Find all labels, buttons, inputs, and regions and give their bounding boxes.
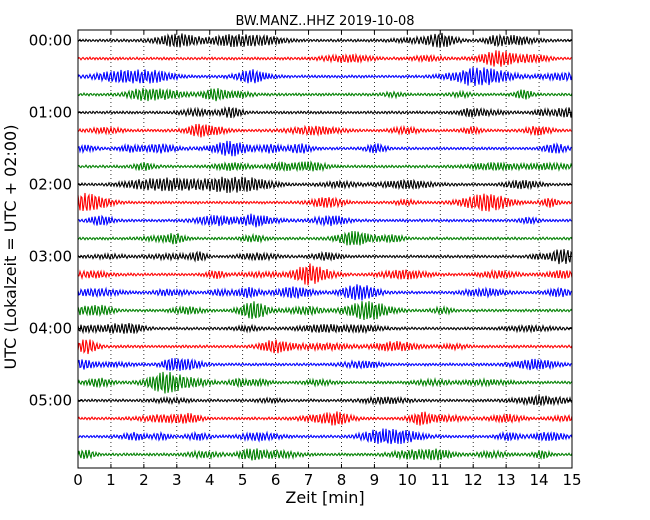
x-tick-label: 11 [431,471,450,489]
x-tick-label: 12 [464,471,483,489]
trace-0230 [77,213,573,228]
trace-0430 [77,357,573,371]
trace-0100 [77,106,573,119]
plot-frame [77,29,573,469]
x-tick-label: 13 [497,471,516,489]
x-axis-label: Zeit [min] [285,488,364,507]
trace-0500 [77,394,573,407]
x-tick-label: 0 [73,471,83,489]
y-tick-label: 04:00 [29,320,72,338]
x-tick-label: 1 [106,471,116,489]
x-tick-label: 9 [370,471,380,489]
y-tick-label: 02:00 [29,176,72,194]
trace-0300 [77,249,573,265]
x-tick-label: 3 [172,471,182,489]
x-tick-label: 7 [304,471,314,489]
x-tick-label: 14 [530,471,549,489]
y-tick-label: 00:00 [29,32,72,50]
trace-0000 [77,32,573,48]
y-axis-ticks: 00:00 01:00 02:00 03:00 04:00 05:00 [29,32,572,410]
trace-0130 [77,140,573,157]
x-tick-label: 5 [238,471,248,489]
trace-0530 [77,428,573,445]
trace-0015 [77,50,573,67]
x-tick-label: 4 [205,471,215,489]
y-tick-label: 05:00 [29,392,72,410]
trace-0115 [77,123,573,138]
trace-0445 [77,371,573,394]
trace-0400 [77,323,573,335]
trace-0515 [77,411,573,426]
trace-0330 [77,284,573,301]
trace-0545 [77,448,573,461]
trace-0145 [77,160,573,173]
chart-title: BW.MANZ..HHZ 2019-10-08 [235,14,414,29]
x-tick-label: 6 [271,471,281,489]
x-tick-label: 8 [337,471,347,489]
trace-0315 [77,263,573,286]
x-axis-ticks: 0 1 2 3 4 5 6 7 8 9 10 11 12 13 14 15 [73,30,582,489]
trace-0415 [77,339,573,355]
trace-0215 [77,192,573,212]
x-tick-label: 15 [562,471,581,489]
y-tick-label: 03:00 [29,248,72,266]
x-tick-label: 2 [139,471,149,489]
trace-0045 [77,88,573,102]
trace-0245 [77,230,573,246]
traces [77,32,573,461]
trace-0345 [77,301,573,321]
x-tick-label: 10 [398,471,417,489]
trace-0030 [77,67,573,87]
trace-0200 [77,176,573,194]
y-tick-label: 01:00 [29,104,72,122]
y-axis-label: UTC (Lokalzeit = UTC + 02:00) [1,125,20,370]
